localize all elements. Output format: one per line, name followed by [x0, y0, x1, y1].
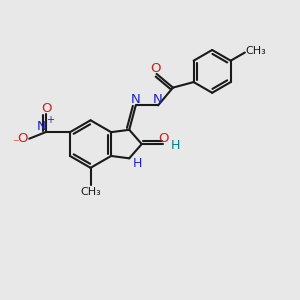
Text: O: O — [150, 62, 160, 75]
Text: +: + — [46, 115, 54, 125]
Text: O: O — [41, 102, 52, 115]
Text: N: N — [153, 93, 163, 106]
Text: N: N — [37, 120, 46, 133]
Text: ⁻: ⁻ — [12, 138, 19, 151]
Text: CH₃: CH₃ — [80, 187, 101, 196]
Text: O: O — [158, 132, 169, 145]
Text: CH₃: CH₃ — [246, 46, 266, 56]
Text: N: N — [131, 93, 141, 106]
Text: H: H — [171, 139, 180, 152]
Text: H: H — [133, 157, 142, 170]
Text: O: O — [17, 132, 28, 145]
